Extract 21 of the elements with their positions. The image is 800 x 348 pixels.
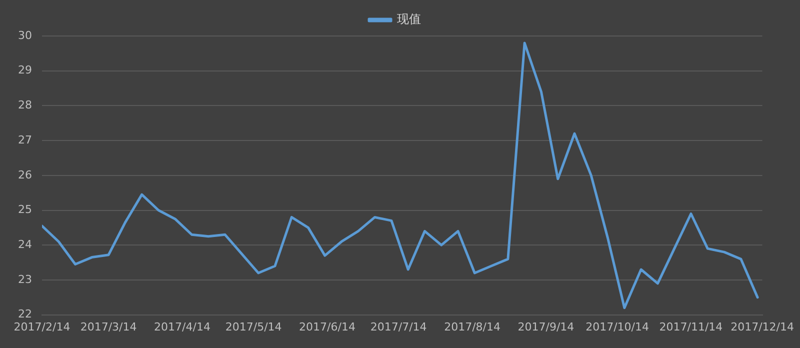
x-tick-label: 2017/5/14 [225,320,282,334]
x-tick-label: 2017/3/14 [80,320,137,334]
y-tick-label: 28 [18,98,32,112]
x-tick-label: 2017/12/14 [730,320,794,334]
x-tick-label: 2017/6/14 [299,320,356,334]
y-tick-label: 29 [18,64,32,77]
legend-label: 现值 [397,12,421,26]
x-tick-label: 2017/7/14 [370,320,427,334]
y-tick-label: 23 [18,272,32,286]
x-tick-label: 2017/2/14 [14,320,70,334]
x-tick-label: 2017/11/14 [659,320,723,334]
x-tick-label: 2017/8/14 [444,320,500,334]
x-tick-label: 2017/4/14 [154,320,210,334]
y-tick-label: 25 [18,203,32,216]
y-tick-label: 27 [18,133,32,146]
y-tick-label: 30 [18,28,32,42]
x-tick-label: 2017/9/14 [518,320,574,334]
y-tick-label: 24 [18,238,32,251]
x-tick-label: 2017/10/14 [586,320,649,334]
y-tick-label: 22 [18,308,32,321]
y-tick-label: 26 [18,168,32,182]
